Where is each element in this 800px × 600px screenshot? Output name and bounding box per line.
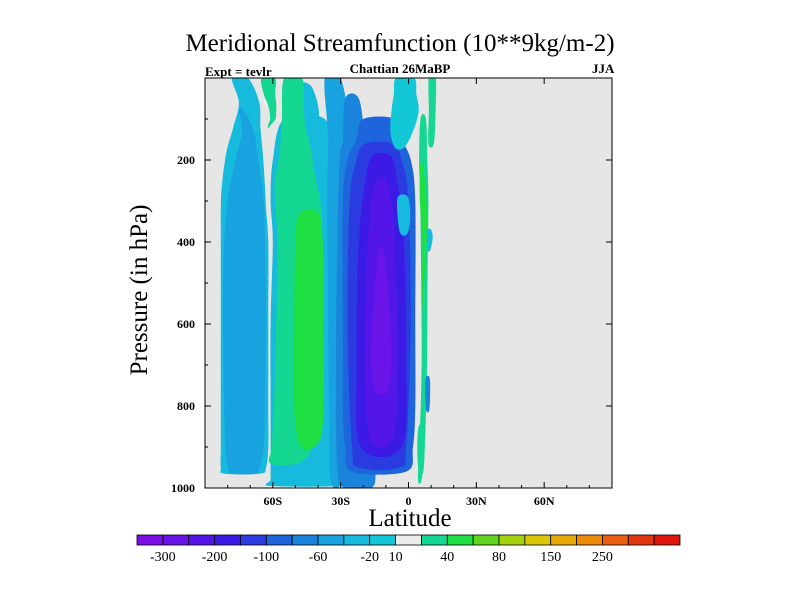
x-axis-label: Latitude — [368, 505, 452, 532]
contour-region — [293, 209, 325, 451]
colorbar-label: 150 — [540, 550, 561, 565]
x-tick-label: 0 — [406, 494, 412, 508]
contour-region — [371, 247, 392, 396]
season-label: JJA — [592, 61, 615, 76]
colorbar-box — [524, 534, 552, 546]
colorbar-box — [136, 534, 164, 546]
colorbar-box — [576, 534, 603, 546]
y-tick-label: 400 — [177, 235, 195, 249]
colorbar-label: -300 — [150, 550, 176, 565]
colorbar-box — [240, 534, 267, 546]
y-tick-label: 600 — [177, 317, 195, 331]
colorbar-box — [653, 534, 681, 546]
contour-region — [417, 423, 425, 475]
colorbar-box — [446, 534, 474, 546]
contour-region — [222, 108, 267, 475]
colorbar-label: 250 — [592, 550, 613, 565]
colorbar-box — [265, 534, 293, 546]
colorbar-box — [498, 534, 526, 546]
y-tick-label: 800 — [177, 399, 195, 413]
contour-region — [419, 162, 428, 311]
colorbar-box — [162, 534, 190, 546]
contour-region — [426, 228, 433, 252]
colorbar-box — [395, 534, 422, 546]
colorbar-label: -20 — [360, 550, 379, 565]
contour-region — [428, 78, 437, 148]
contour-region — [425, 375, 431, 413]
chart-title: Meridional Streamfunction (10**9kg/m-2) — [185, 30, 615, 57]
colorbar-box — [550, 534, 577, 546]
y-tick-label: 200 — [177, 153, 195, 167]
colorbar-box — [421, 534, 448, 546]
period-label: Chattian 26MaBP — [349, 61, 451, 76]
colorbar-label: -200 — [202, 550, 228, 565]
colorbar-box — [627, 534, 655, 546]
experiment-label: Expt = tevlr — [205, 64, 272, 79]
colorbar-box — [188, 534, 215, 546]
contour-region — [396, 194, 411, 236]
colorbar-box — [369, 534, 396, 546]
colorbar-box — [343, 534, 371, 546]
colorbar-box — [317, 534, 345, 546]
contour-region — [390, 78, 419, 150]
colorbar-box — [472, 534, 500, 546]
colorbar-box — [214, 534, 241, 546]
colorbar-label: -100 — [253, 550, 279, 565]
y-axis-label: Pressure (in hPa) — [126, 204, 153, 376]
colorbar-box — [291, 534, 319, 546]
y-tick-label: 1000 — [171, 481, 195, 495]
contour-region — [260, 78, 277, 128]
colorbar-label: 10 — [389, 550, 403, 565]
x-tick-label: 30N — [466, 494, 487, 508]
colorbar-label: -60 — [309, 550, 328, 565]
colorbar-box — [602, 534, 629, 546]
x-tick-label: 30S — [331, 494, 350, 508]
colorbar-label: 80 — [492, 550, 506, 565]
colorbar-label: 40 — [440, 550, 454, 565]
x-tick-label: 60S — [263, 494, 282, 508]
x-tick-label: 60N — [534, 494, 555, 508]
